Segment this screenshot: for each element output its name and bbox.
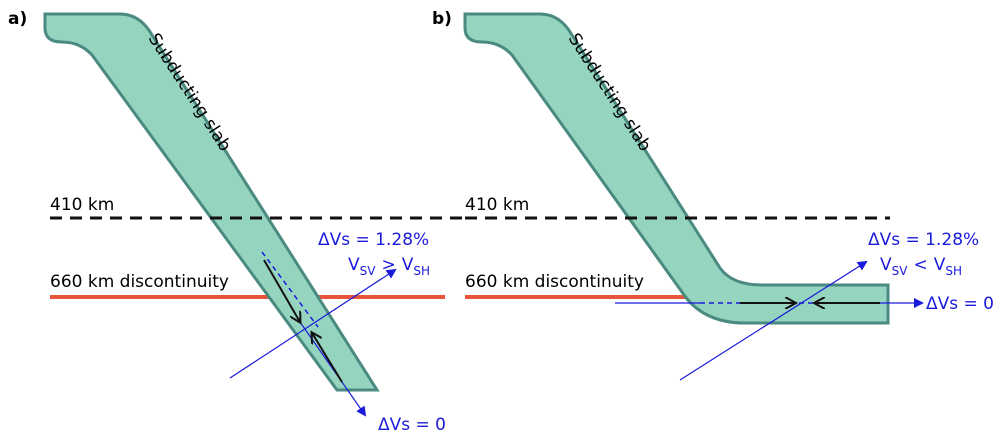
zero-label: ΔVs = 0 xyxy=(926,294,994,314)
v: V xyxy=(934,255,946,275)
sub: SV xyxy=(360,264,377,278)
flow-arrow xyxy=(263,259,300,322)
v: V xyxy=(402,255,414,275)
v: V xyxy=(348,255,360,275)
panel-label: b) xyxy=(432,9,452,29)
fast-axis xyxy=(229,268,397,379)
sub: SV xyxy=(892,264,909,278)
anisotropy-label: ΔVs = 1.28% xyxy=(318,230,429,250)
label-410: 410 km xyxy=(465,195,529,215)
fast-axis xyxy=(679,260,868,381)
slab xyxy=(463,12,890,325)
relation-label: VSV > VSH xyxy=(348,255,430,278)
sub: SH xyxy=(945,264,962,278)
op: < xyxy=(913,255,927,275)
dashed-axis xyxy=(261,251,319,328)
v: V xyxy=(880,255,892,275)
panel-b: b) Subducting slab 410 km 660 km discont… xyxy=(432,9,994,381)
sub: SH xyxy=(413,264,430,278)
flow-arrow xyxy=(312,333,343,383)
op: > xyxy=(381,255,395,275)
relation-label: VSV < VSH xyxy=(880,255,962,278)
panel-label: a) xyxy=(8,9,27,29)
anisotropy-label: ΔVs = 1.28% xyxy=(868,230,979,250)
label-410: 410 km xyxy=(50,195,114,215)
label-660: 660 km discontinuity xyxy=(50,272,229,292)
zero-label: ΔVs = 0 xyxy=(378,415,446,435)
label-660: 660 km discontinuity xyxy=(465,272,644,292)
panel-a: a) Subducting slab 410 km 660 km discont… xyxy=(8,9,472,435)
